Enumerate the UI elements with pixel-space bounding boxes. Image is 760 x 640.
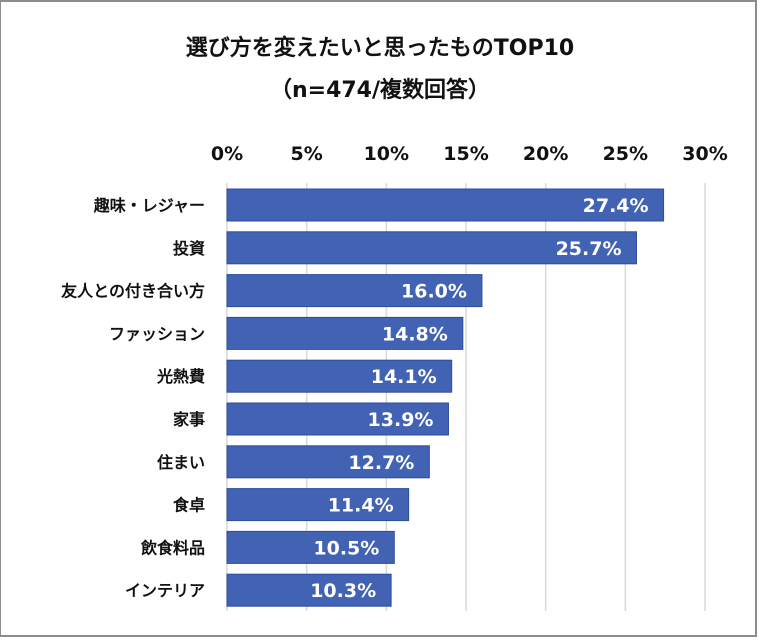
bar — [226, 231, 637, 265]
bar — [226, 402, 449, 436]
x-tick-label: 20% — [523, 143, 568, 165]
bar — [226, 573, 392, 607]
x-tick-label: 5% — [291, 143, 323, 165]
data-label: 10.5% — [313, 537, 379, 559]
x-tick-label: 15% — [443, 143, 488, 165]
data-label: 27.4% — [583, 195, 649, 217]
bars — [226, 188, 665, 607]
category-label: 投資 — [173, 239, 205, 258]
bar — [226, 274, 483, 308]
category-label: 飲食料品 — [140, 538, 205, 557]
chart-title: 選び方を変えたいと思ったものTOP10 — [185, 36, 575, 61]
category-label: 趣味・レジャー — [93, 196, 205, 215]
chart-subtitle: （n=474/複数回答） — [269, 78, 491, 103]
x-tick-label: 25% — [603, 143, 648, 165]
category-labels: 趣味・レジャー投資友人との付き合い方ファッション光熱費家事住まい食卓飲食料品イン… — [61, 196, 205, 600]
bar — [226, 530, 395, 564]
data-label: 14.1% — [371, 366, 437, 388]
data-labels: 27.4% 25.7% 16.0% 14.8% 14.1% 13.9% 12.7% 11.4%… — [310, 195, 648, 602]
data-label: 11.4% — [328, 495, 394, 517]
category-label: 光熱費 — [156, 367, 205, 386]
bar — [226, 445, 430, 479]
data-label: 12.7% — [348, 452, 414, 474]
bar — [226, 188, 665, 222]
bar — [226, 488, 410, 522]
data-label: 14.8% — [382, 323, 448, 345]
x-tick-label: 30% — [682, 143, 727, 165]
data-label: 16.0% — [401, 281, 467, 303]
category-label: 友人との付き合い方 — [61, 282, 205, 301]
data-label: 10.3% — [310, 580, 376, 602]
data-label: 13.9% — [368, 409, 434, 431]
category-label: 住まい — [157, 453, 205, 472]
category-label: インテリア — [125, 581, 205, 600]
category-label: ファッション — [109, 324, 205, 343]
x-tick-label: 0% — [211, 143, 243, 165]
data-label: 25.7% — [556, 238, 622, 260]
x-axis-ticks: 0% 5% 10% 15% 20% 25% 30% — [211, 143, 728, 165]
x-tick-label: 10% — [364, 143, 409, 165]
bar — [226, 316, 464, 350]
bar — [226, 359, 453, 393]
category-label: 食卓 — [172, 496, 205, 515]
category-label: 家事 — [173, 410, 205, 429]
